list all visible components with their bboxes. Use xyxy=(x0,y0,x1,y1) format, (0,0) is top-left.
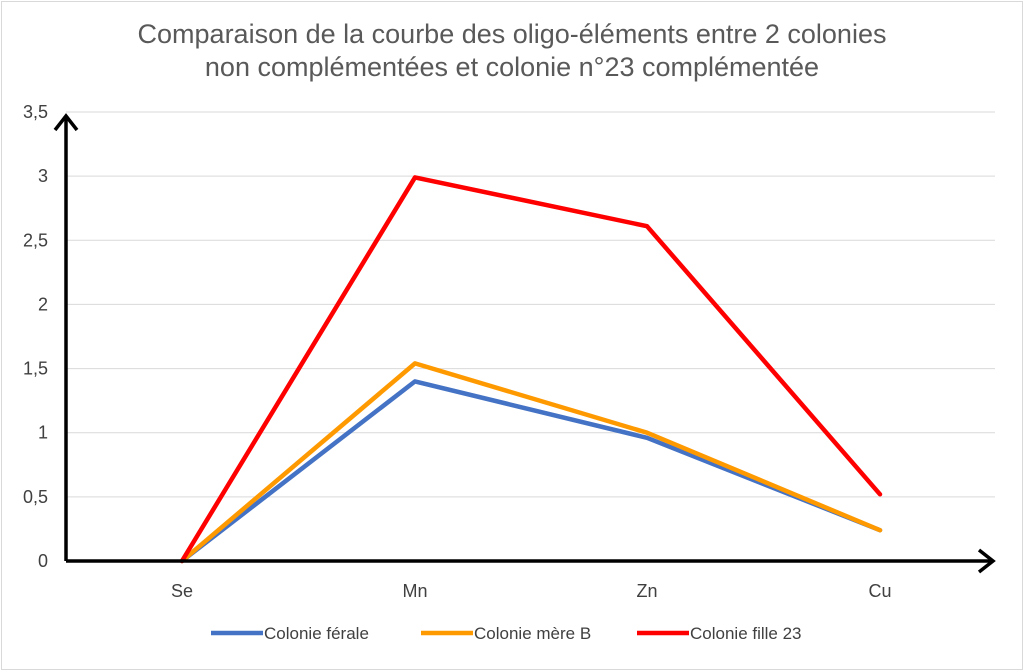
y-tick-label: 3 xyxy=(38,166,48,186)
chart-title-line-1: Comparaison de la courbe des oligo-éléme… xyxy=(137,19,887,49)
y-tick-label: 1 xyxy=(38,423,48,443)
y-axis-ticks: 0 0,5 1 1,5 2 2,5 3 3,5 xyxy=(23,102,48,571)
x-tick-label: Cu xyxy=(868,581,891,601)
axes xyxy=(53,113,996,574)
y-tick-label: 2,5 xyxy=(23,230,48,250)
legend-label: Colonie fille 23 xyxy=(690,624,802,643)
legend-label: Colonie férale xyxy=(264,624,369,643)
x-axis-ticks: Se Mn Zn Cu xyxy=(171,581,892,601)
chart-title: Comparaison de la courbe des oligo-éléme… xyxy=(0,18,1024,84)
x-tick-label: Mn xyxy=(402,581,427,601)
series-line xyxy=(179,361,883,564)
y-tick-label: 0,5 xyxy=(23,487,48,507)
x-tick-label: Se xyxy=(171,581,193,601)
series-line xyxy=(179,175,883,564)
x-tick-label: Zn xyxy=(636,581,657,601)
series-lines xyxy=(179,175,883,564)
legend-label: Colonie mère B xyxy=(474,624,591,643)
series-line xyxy=(179,379,883,564)
chart-title-line-2: non complémentées et colonie n°23 complé… xyxy=(204,52,820,82)
y-tick-label: 3,5 xyxy=(23,102,48,122)
y-tick-label: 0 xyxy=(38,551,48,571)
x-axis-arrow xyxy=(977,548,996,574)
y-axis-arrow xyxy=(53,113,79,132)
y-tick-label: 2 xyxy=(38,294,48,314)
gridlines xyxy=(66,111,995,498)
y-tick-label: 1,5 xyxy=(23,359,48,379)
legend: Colonie férale Colonie mère B Colonie fill… xyxy=(211,624,802,643)
